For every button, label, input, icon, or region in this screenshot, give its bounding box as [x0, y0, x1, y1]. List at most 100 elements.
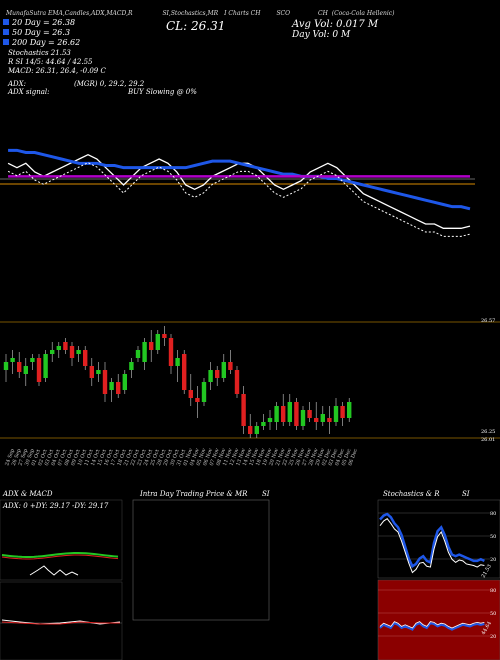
- title-part: (Coca-Cola Hellenic): [331, 10, 395, 17]
- candle-body: [333, 406, 339, 422]
- date-tick-label: 14 Oct: [90, 449, 101, 467]
- stoch-panel: [377, 499, 500, 579]
- candle-body: [320, 414, 325, 422]
- candle-body: [182, 354, 187, 390]
- candle-body: [188, 390, 193, 398]
- date-tick-label: 02 Oct: [37, 449, 48, 467]
- rsi-readout: R SI 14/5: 44.64 / 42.55: [8, 58, 93, 66]
- candle-body: [56, 346, 61, 350]
- adx-lines: [1, 552, 119, 576]
- title-part: I Charts CH: [224, 10, 261, 17]
- date-tick-label: 28 Nov: [308, 447, 320, 466]
- stoch-panel-title-2: SI: [462, 490, 470, 498]
- candle-body: [287, 402, 292, 422]
- date-tick-label: 01 Oct: [31, 449, 42, 467]
- date-tick-label: 27 Nov: [301, 447, 313, 466]
- macd-readout: MACD: 26.31, 26.4, -0.09 C: [8, 67, 106, 75]
- candle-body: [83, 350, 88, 366]
- rsi-panel: [377, 579, 500, 660]
- candle-body: [43, 354, 48, 378]
- date-tick-label: 21 Nov: [275, 447, 287, 466]
- candle-body: [69, 346, 75, 358]
- candle-body: [195, 398, 200, 402]
- ma20-label: 20 Day = 26.38: [12, 18, 76, 27]
- candle-body: [241, 394, 246, 426]
- ema-layer: [0, 148, 475, 237]
- date-tick-label: 09 Oct: [70, 449, 81, 467]
- adx-readout: ADX:: [8, 80, 27, 88]
- candle-body: [122, 374, 127, 390]
- ema-line-20: [7, 153, 471, 229]
- legend-ma200: 200 Day = 26.62: [3, 38, 80, 47]
- adx-summary: ADX: 0 +DY: 29.17 -DY: 29.17: [2, 502, 109, 510]
- candle-body: [267, 418, 273, 422]
- date-tick-label: 25 Nov: [288, 447, 300, 466]
- title-part: SCO: [276, 10, 291, 17]
- date-tick-label: 08 Nov: [215, 447, 227, 466]
- date-tick-label: 07 Nov: [209, 447, 221, 466]
- avg-vol-readout: Avg Vol: 0.017 M: [292, 19, 379, 30]
- date-tick-label: 26 Sep: [11, 448, 23, 467]
- candle-body: [307, 410, 312, 418]
- date-tick-label: 23 Oct: [136, 449, 147, 467]
- candle-body: [201, 382, 207, 402]
- candle-body: [10, 358, 15, 362]
- date-tick-label: 15 Nov: [248, 447, 260, 466]
- candle-body: [327, 418, 332, 422]
- candle-body: [63, 342, 68, 350]
- candle-body: [347, 402, 352, 418]
- stoch-d-line: [379, 518, 485, 574]
- plus-dy-line: [1, 552, 119, 558]
- candle-body: [109, 382, 114, 390]
- mri-panel: [132, 499, 270, 621]
- candle-body: [228, 362, 233, 370]
- legend-ma20: 20 Day = 26.38: [3, 18, 75, 27]
- header-title: MunafaSutra EMA,Candles,ADX,MACD,R SI,St…: [6, 10, 395, 17]
- candle-body: [142, 342, 147, 362]
- macd-signal-line: [1, 621, 120, 625]
- date-tick-label: 03 Oct: [44, 449, 55, 467]
- macd-line: [1, 619, 121, 625]
- date-tick-label: 22 Oct: [130, 449, 141, 467]
- legend-ma50: 50 Day = 26.3: [3, 28, 70, 37]
- candle-body: [274, 406, 279, 422]
- rsi-lines: [378, 589, 490, 637]
- candle-body: [281, 406, 286, 422]
- candle-body: [294, 402, 299, 426]
- candle-body: [162, 334, 167, 338]
- date-tick-label: 02 Dec: [321, 448, 333, 467]
- date-tick-label: 31 Oct: [176, 449, 187, 467]
- candle-body: [17, 362, 22, 372]
- date-tick-label: 21 Oct: [123, 449, 134, 467]
- candle-body: [76, 350, 81, 354]
- candle-body: [50, 350, 55, 354]
- date-tick-label: 20 Nov: [268, 447, 280, 466]
- date-tick-label: 24 Sep: [4, 448, 16, 467]
- candle-body: [221, 362, 226, 378]
- candle-body: [149, 342, 154, 350]
- date-tick-label: 29 Nov: [314, 447, 326, 466]
- stoch-tick-20: 20: [490, 557, 496, 563]
- day-vol-readout: Day Vol: 0 M: [292, 30, 351, 40]
- adx-line: [29, 565, 79, 576]
- date-tick-label: 25 Oct: [149, 449, 160, 467]
- date-tick-label: 01 Nov: [182, 447, 194, 466]
- date-tick-label: 24 Oct: [143, 449, 154, 467]
- date-tick-label: 15 Oct: [97, 449, 108, 467]
- date-tick-label: 11 Nov: [222, 447, 234, 466]
- date-tick-label: 27 Sep: [17, 448, 29, 467]
- title-part: CH: [317, 10, 328, 17]
- mri-panel-title-2: SI: [262, 490, 270, 498]
- title-part: EMA,Candles,ADX,MACD,R: [48, 10, 133, 17]
- date-tick-label: 18 Oct: [116, 449, 127, 467]
- mgr-readout: (MGR) 0, 29.2, 29.2: [74, 80, 145, 88]
- candle-body: [155, 334, 160, 350]
- square-icon: [3, 39, 9, 45]
- candle-body: [96, 370, 101, 374]
- candle-body: [3, 362, 9, 370]
- date-tick-label: 13 Nov: [235, 447, 247, 466]
- date-tick-label: 07 Oct: [57, 449, 68, 467]
- candle-body: [129, 362, 134, 370]
